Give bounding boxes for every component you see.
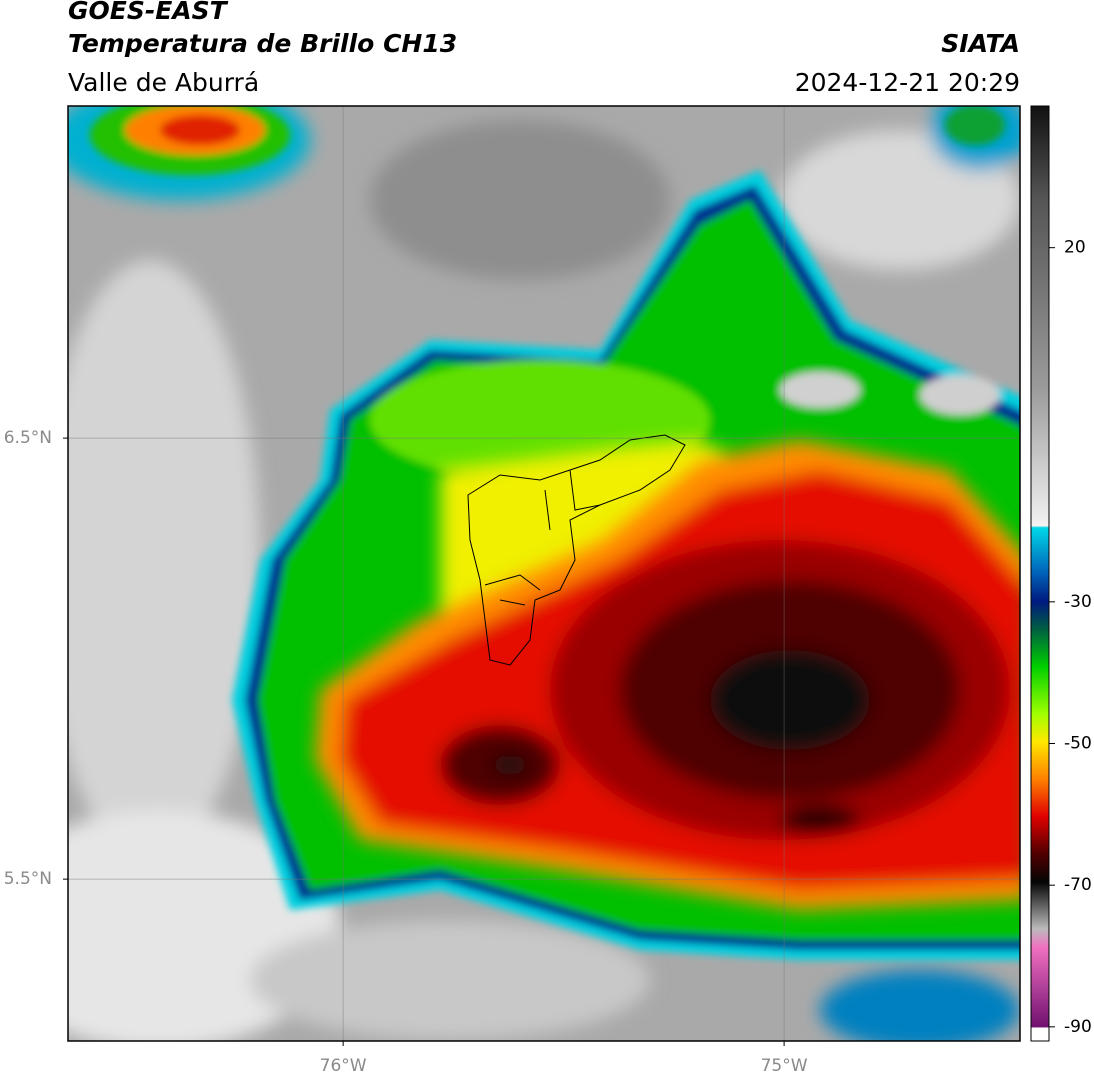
title: GOES-EAST [68, 0, 229, 25]
lon-tick-label: 76°W [320, 1056, 367, 1076]
colorbar-tick-label: 20 [1064, 238, 1086, 258]
colorbar-tick-label: -70 [1064, 875, 1092, 895]
colorbar-tick-label: -90 [1064, 1017, 1092, 1037]
datetime: 2024-12-21 20:29 [795, 68, 1020, 97]
lat-tick-label: 5.5°N [4, 869, 52, 889]
source: SIATA [941, 29, 1020, 58]
lon-tick-label: 75°W [761, 1056, 808, 1076]
map-frame [67, 105, 1021, 1042]
colorbar [1030, 105, 1050, 1042]
colorbar-tick-label: -50 [1064, 734, 1092, 754]
colorbar-tick-label: -30 [1064, 592, 1092, 612]
graticule [68, 106, 1020, 1041]
lat-tick-label: 6.5°N [4, 428, 52, 448]
satellite-image [68, 106, 1020, 1041]
subtitle: Temperatura de Brillo CH13 [68, 29, 457, 58]
region: Valle de Aburrá [68, 68, 259, 97]
